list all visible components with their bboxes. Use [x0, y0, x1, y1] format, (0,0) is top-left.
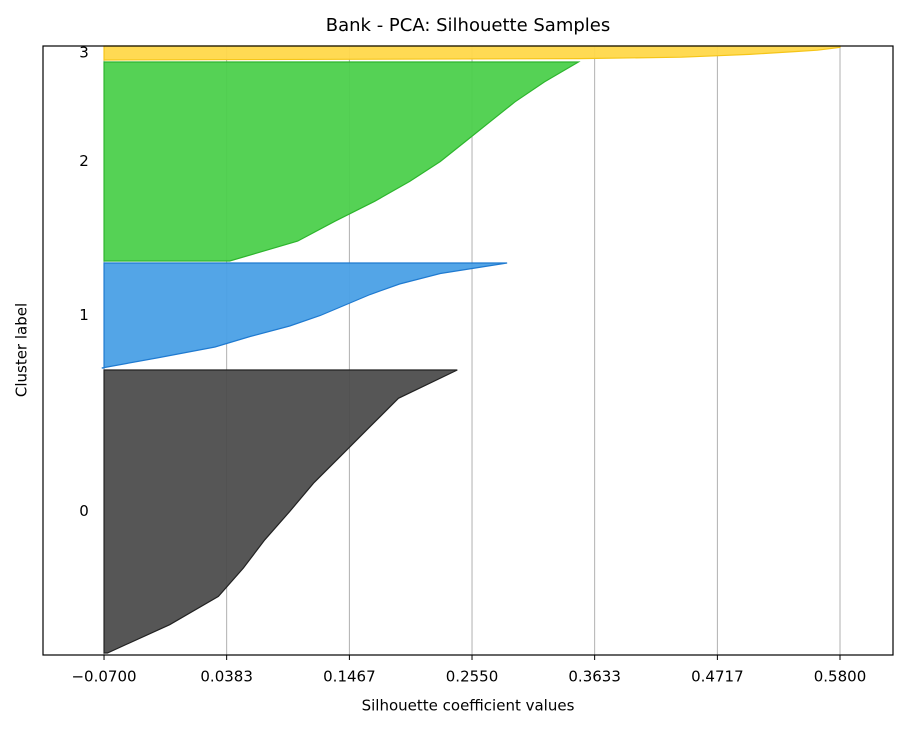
plot-frame	[42, 45, 894, 656]
x-tick-label: 0.5800	[814, 668, 867, 686]
y-tick-label: 3	[79, 44, 89, 62]
x-tick-label: 0.3633	[568, 668, 621, 686]
y-axis-label: Cluster label	[13, 303, 31, 397]
x-tick-label: 0.0383	[200, 668, 253, 686]
y-tick-label: 1	[79, 306, 89, 324]
x-tick-label: 0.2550	[446, 668, 499, 686]
x-axis-label: Silhouette coefficient values	[362, 697, 575, 715]
chart-title: Bank - PCA: Silhouette Samples	[326, 15, 610, 36]
x-tick-label: −0.0700	[71, 668, 136, 686]
cluster-silhouette	[101, 262, 508, 369]
y-tick-label: 2	[79, 152, 89, 170]
x-tick-label: 0.1467	[323, 668, 376, 686]
cluster-silhouette	[103, 369, 458, 654]
y-tick-label: 0	[79, 502, 89, 520]
x-tick-label: 0.4717	[691, 668, 744, 686]
cluster-silhouette	[103, 61, 581, 262]
cluster-silhouette	[103, 45, 841, 61]
